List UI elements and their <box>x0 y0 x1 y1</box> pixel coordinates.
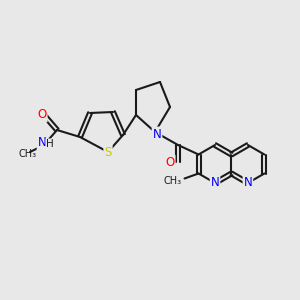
Text: O: O <box>165 155 175 169</box>
Text: N: N <box>153 128 161 140</box>
Text: O: O <box>38 109 46 122</box>
Text: CH₃: CH₃ <box>19 149 37 159</box>
Text: N: N <box>38 136 46 149</box>
Text: CH₃: CH₃ <box>164 176 181 185</box>
Text: S: S <box>104 146 112 158</box>
Text: H: H <box>46 139 54 149</box>
Text: N: N <box>244 176 252 190</box>
Text: N: N <box>211 176 219 190</box>
